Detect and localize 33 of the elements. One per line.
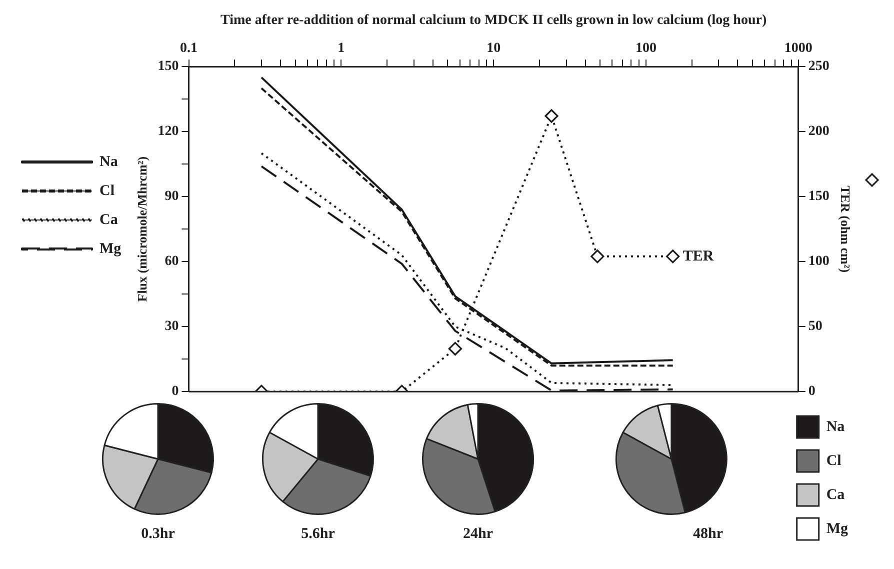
x-tick-label: 100	[635, 40, 656, 56]
text: 0.3hr	[141, 526, 176, 542]
legend-label: Ca	[100, 212, 118, 228]
legend-label: Na	[100, 154, 118, 170]
y-tick-label: 150	[158, 59, 179, 74]
y-tick-label: 60	[164, 254, 179, 270]
y-axis-title: Flux (micromole/Mhrcm²)	[134, 156, 150, 302]
x-tick-label: 10	[486, 40, 501, 56]
legend-label: Na	[826, 418, 846, 435]
y2-tick-label: 150	[808, 189, 830, 204]
legend-label: Mg	[100, 240, 122, 257]
text: 48hr	[693, 526, 724, 542]
y-tick-label: 30	[164, 319, 179, 334]
y2-axis-title: TER (ohm cm²)	[838, 186, 853, 273]
y2-tick-label: 100	[808, 254, 830, 270]
legend-label: Mg	[826, 520, 848, 537]
y-tick-label: 90	[164, 189, 179, 204]
text: 24hr	[463, 526, 494, 542]
x-tick-label: 0.1	[180, 40, 198, 56]
series-label: TER	[682, 248, 714, 264]
text: 5.6hr	[301, 526, 336, 542]
y2-tick-label: 50	[808, 319, 822, 334]
legend-label: Cl	[826, 452, 842, 469]
x-tick-label: 1000	[784, 40, 812, 56]
legend-label: Ca	[826, 486, 846, 503]
x-axis-title: Time after re-addition of normal calcium to MDCK II cells grown in low calcium (log hour)	[220, 13, 767, 28]
y-tick-label: 120	[158, 124, 179, 140]
y2-tick-label: 200	[808, 124, 830, 140]
y2-tick-label: 250	[808, 59, 830, 74]
y-tick-label: 0	[172, 384, 179, 400]
legend-label: Cl	[100, 182, 114, 199]
x-tick-label: 1	[338, 40, 345, 56]
y2-tick-label: 0	[808, 384, 816, 400]
